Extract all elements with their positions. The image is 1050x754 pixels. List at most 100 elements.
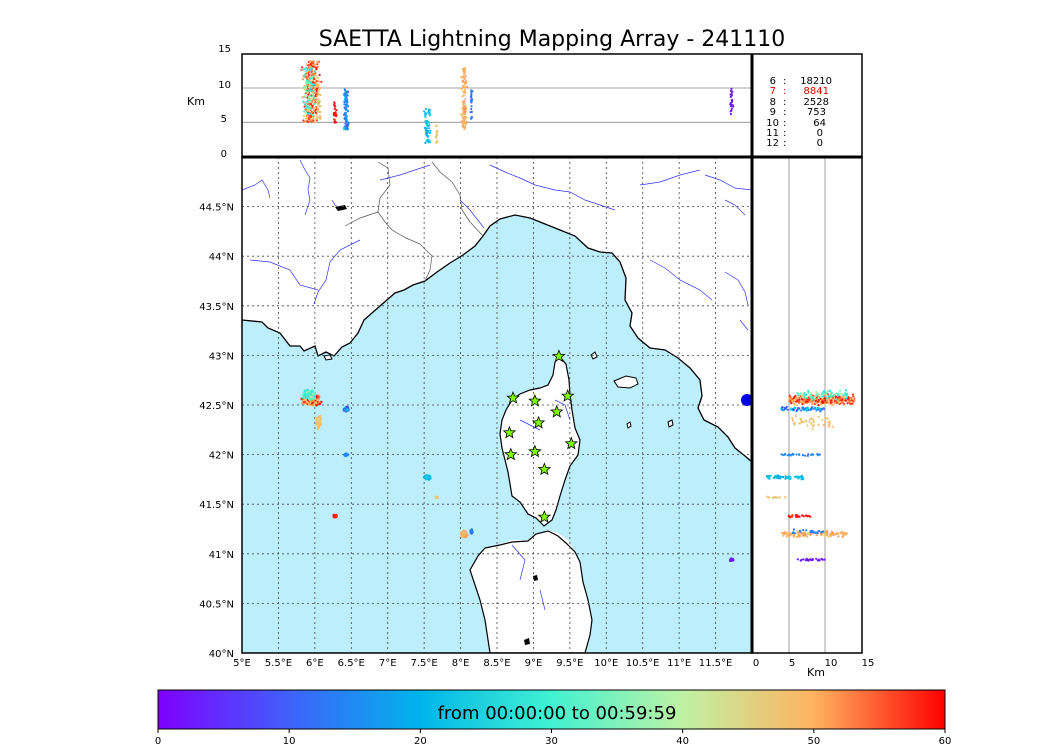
station-star-icon [549,404,564,418]
altitude-point [319,116,322,119]
side-point [809,515,812,518]
side-point [820,533,824,536]
lon-tick-label: 5°E [233,658,251,669]
altitude-point [303,120,306,123]
lightning-point [310,397,314,400]
altitude-point [309,115,312,118]
altitude-point [464,106,467,109]
side-point [844,392,847,395]
side-point [805,529,808,532]
altitude-point [463,126,466,129]
lightning-point [345,408,349,411]
altitude-point [315,102,318,105]
side-point [804,400,807,403]
colorbar-tick-label: 20 [414,736,427,747]
side-point [780,531,784,535]
side-point [797,401,801,404]
side-point [821,418,824,422]
altitude-point [334,114,337,118]
side-point [821,392,824,395]
altitude-point [318,73,321,76]
side-point [812,420,815,424]
colorbar-tick-label: 50 [807,736,820,747]
counts-row-value: 0 [817,128,823,139]
side-point [798,407,801,410]
lightning-point [308,391,311,395]
altitude-point [312,117,315,120]
altitude-point [463,113,467,116]
colorbar: from 00:00:00 to 00:59:59 0 10 20 30 40 50 60 [155,689,951,747]
altitude-point [312,88,315,92]
side-point [794,514,797,517]
altitude-point [315,74,318,77]
side-point [811,396,814,399]
side-point [834,398,837,401]
side-point [791,417,794,420]
side-point [828,422,831,425]
side-point [823,421,827,424]
altitude-point [343,88,346,91]
altitude-point [315,118,318,121]
altitude-point [462,94,465,97]
altitude-point [306,91,309,94]
side-point [788,531,791,534]
colorbar-label: from 00:00:00 to 00:59:59 [438,703,677,724]
side-point [790,515,794,518]
station-star-icon [552,349,566,363]
side-point [776,476,779,479]
counts-row-label: 8 [770,97,776,108]
lightning-point [317,395,321,398]
altitude-point [424,141,427,145]
side-point [777,475,780,478]
side-point [825,391,828,394]
lightning-point [314,401,318,404]
altitude-point [460,87,463,91]
counts-row-label: 11 [766,128,779,139]
side-point [853,399,856,402]
altitude-point [333,107,336,110]
altitude-point [465,121,468,124]
side-point [806,535,809,539]
side-point [840,401,843,404]
side-point [783,453,786,456]
altitude-point [306,105,309,108]
side-point [828,390,831,393]
altitude-point [730,87,733,90]
side-point [817,408,820,411]
side-point [832,396,835,399]
side-point [802,420,805,423]
altitude-point [317,116,320,119]
altitude-point [305,81,308,84]
map-points [300,389,735,562]
side-point [835,392,838,395]
altitude-point [333,118,336,121]
lightning-point [315,403,318,407]
side-point [787,515,791,518]
side-point [827,395,830,398]
side-point [799,530,802,533]
altitude-point [464,69,467,72]
counts-row: 12 : 0 [766,138,823,149]
altitude-point [730,104,733,107]
side-point [788,453,791,456]
altitude-point [312,106,315,109]
counts-row: 9 : 753 [770,107,826,118]
side-point [807,391,810,394]
side-point [811,558,814,561]
side-point [789,475,792,478]
altitude-point [428,111,431,114]
altitude-ytick-15: 15 [218,44,231,55]
side-point [803,393,806,396]
altitude-point [344,103,347,106]
station-star-icon [504,447,518,461]
side-point [792,531,795,534]
side-point [799,409,803,412]
altitude-point [315,116,318,119]
side-point [841,535,844,539]
altitude-point [305,112,308,115]
side-point [852,397,855,401]
altitude-point [305,66,308,69]
altitude-point [314,95,317,98]
counts-row: 10 : 64 [766,118,826,129]
